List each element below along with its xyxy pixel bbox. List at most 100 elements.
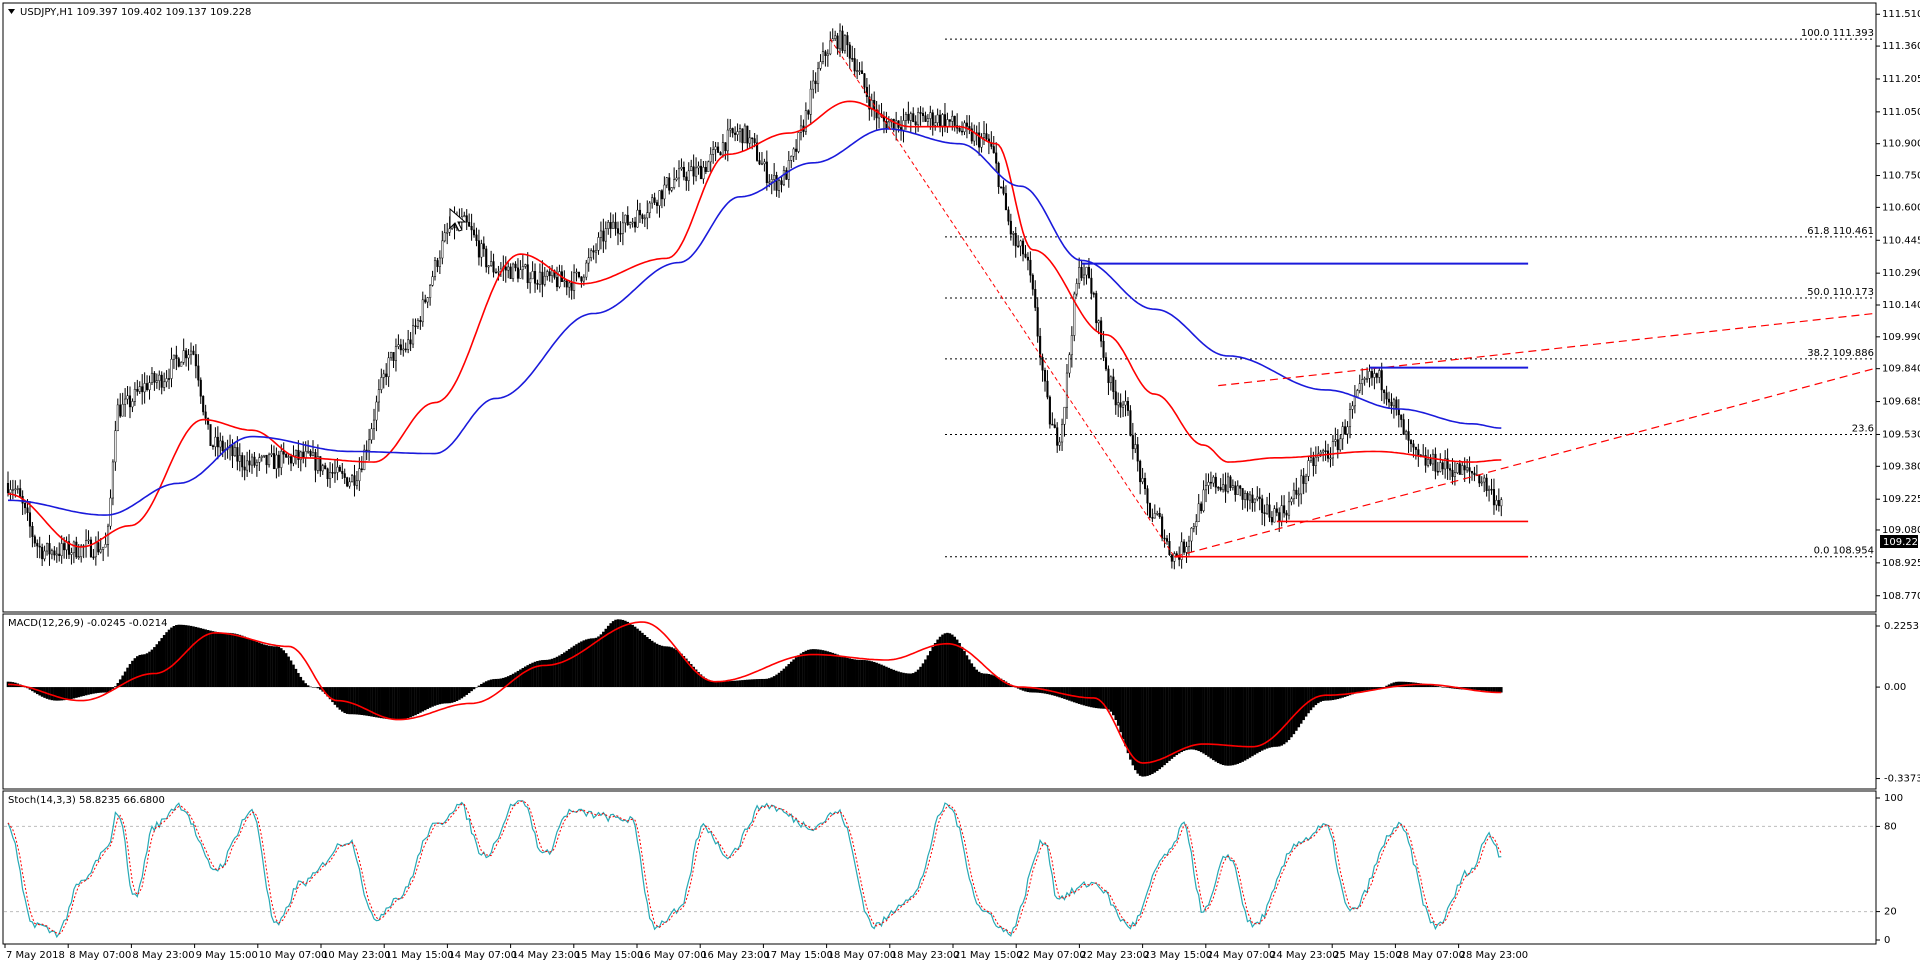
blue-moving-average [8,127,1502,516]
macd-bar [226,632,229,688]
macd-bar [333,687,337,705]
macd-bar [999,678,1003,688]
macd-bar [789,661,793,688]
candle-body [648,202,651,214]
candle-body [1253,498,1256,504]
macd-bar [541,660,544,688]
macd-bar [48,687,51,700]
macd-bar [1492,687,1496,693]
trend-drawings[interactable] [829,38,1875,558]
candle-body [160,374,163,388]
macd-bar [121,675,124,688]
macd-bar [814,649,817,688]
macd-bar [770,677,774,688]
candle-body [536,283,539,285]
macd-bar [304,683,307,688]
candle-body [1043,370,1047,382]
macd-bar [497,678,500,688]
macd-bar [868,660,871,688]
candle-body [287,456,290,458]
macd-bar [982,673,986,688]
macd-bar [1085,687,1088,707]
macd-bar [262,644,266,688]
macd-bar [604,628,608,688]
candle-body [836,35,839,50]
macd-bar [277,646,281,688]
candle-body [829,40,832,55]
candle-body [821,51,825,62]
macd-bar [1002,680,1005,688]
candle-body [1219,487,1222,490]
candle-body [1302,475,1305,484]
candle-body [1183,541,1186,553]
candle-body [1483,477,1486,483]
candle-body [1170,554,1173,562]
candle-body [1268,504,1271,518]
candle-body [1122,404,1125,408]
macd-bar [1338,687,1342,699]
candle-body [1409,440,1413,445]
macd-bar [96,687,100,693]
candle-body [382,373,385,378]
candle-body [1197,503,1200,522]
candle-body [307,450,310,453]
macd-bar [428,687,432,708]
macd-bar [706,679,710,688]
macd-bar [1485,687,1488,692]
macd-bar [724,681,727,688]
macd-bar [1190,687,1193,750]
macd-tick-label: -0.3373 [1884,774,1920,785]
candle-body [751,137,754,140]
macd-bar [863,660,866,688]
candle-body [1458,463,1461,475]
macd-bar [831,652,835,688]
macd-bar [558,655,561,688]
candle-body [1034,289,1037,308]
candle-body [809,88,812,115]
macd-bar [148,651,151,688]
candle-body [221,440,224,452]
macd-bar [218,632,222,688]
macd-bar [204,629,207,688]
candle-body [699,165,703,180]
candle-body [1217,486,1220,489]
macd-bar [1319,687,1323,702]
candle-body [128,395,132,408]
candle-body [375,401,378,421]
candle-body [765,161,768,183]
candle-body [360,468,363,470]
fib-level-label: 100.0 111.393 [1801,28,1874,39]
macd-bar [306,685,310,688]
candle-body [33,536,36,544]
macd-bar [716,681,720,688]
candle-body [1061,424,1064,443]
macd-bar [487,680,490,688]
candle-body [24,502,27,509]
macd-bar [1136,687,1140,774]
candle-body [1451,469,1454,477]
candle-body [1078,267,1081,284]
candle-body [1297,493,1300,496]
macd-bar [82,687,85,696]
macd-bar [1199,687,1203,753]
candle-body [734,132,737,135]
candle-body [629,222,632,226]
candle-body [697,165,700,169]
chevron-down-icon[interactable] [8,9,15,14]
macd-bar [719,681,722,688]
macd-bar [131,660,134,688]
macd-bar [72,687,76,699]
price-candles[interactable] [6,23,1503,570]
candle-body [714,146,717,150]
candle-body [1244,493,1247,500]
macd-bar [436,687,439,705]
macd-bar [177,624,181,688]
candle-body [726,129,729,152]
candle-body [1395,399,1398,410]
candle-body [616,228,620,234]
macd-bar [1033,687,1037,693]
time-tick-label: 11 May 15:00 [385,950,454,961]
macd-bar [665,646,669,688]
macd-bar [1226,687,1230,766]
price-panel [2,2,1877,613]
